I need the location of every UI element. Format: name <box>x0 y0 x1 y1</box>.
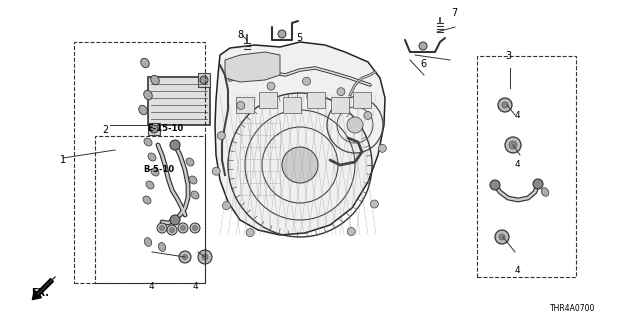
Circle shape <box>198 250 212 264</box>
Circle shape <box>419 42 427 50</box>
Ellipse shape <box>151 168 159 176</box>
Ellipse shape <box>191 191 199 199</box>
Circle shape <box>509 141 517 149</box>
Text: 4: 4 <box>515 111 520 120</box>
Circle shape <box>218 132 225 140</box>
Circle shape <box>193 226 198 230</box>
Circle shape <box>190 223 200 233</box>
Text: E-15-10: E-15-10 <box>147 124 183 132</box>
Bar <box>198 73 210 87</box>
Circle shape <box>267 82 275 90</box>
Text: 2: 2 <box>102 124 109 135</box>
Circle shape <box>200 76 208 84</box>
Ellipse shape <box>139 105 147 115</box>
Polygon shape <box>215 42 385 235</box>
Circle shape <box>178 223 188 233</box>
Circle shape <box>348 228 355 236</box>
Circle shape <box>502 102 508 108</box>
Polygon shape <box>225 52 280 82</box>
Bar <box>259 92 277 108</box>
Bar <box>283 97 301 113</box>
Text: 4: 4 <box>515 160 520 169</box>
Circle shape <box>179 251 191 263</box>
Ellipse shape <box>189 176 197 184</box>
Ellipse shape <box>141 58 149 68</box>
Text: B-5-10: B-5-10 <box>143 165 174 174</box>
Circle shape <box>505 137 521 153</box>
Circle shape <box>495 230 509 244</box>
Ellipse shape <box>146 181 154 189</box>
Text: 5: 5 <box>296 33 303 44</box>
Circle shape <box>303 77 310 85</box>
Circle shape <box>223 202 230 210</box>
Text: 4: 4 <box>515 266 520 275</box>
Ellipse shape <box>148 153 156 161</box>
Circle shape <box>202 254 208 260</box>
Ellipse shape <box>158 243 166 252</box>
Bar <box>353 92 371 108</box>
Ellipse shape <box>151 75 159 85</box>
Circle shape <box>378 144 387 152</box>
Circle shape <box>159 226 164 230</box>
Circle shape <box>371 200 378 208</box>
Text: 8: 8 <box>237 30 243 40</box>
Ellipse shape <box>144 90 152 100</box>
Ellipse shape <box>144 138 152 146</box>
Bar <box>477 56 576 277</box>
Bar <box>148 77 210 125</box>
Bar <box>148 123 160 135</box>
Bar <box>95 136 205 283</box>
Bar <box>74 42 205 283</box>
Circle shape <box>490 180 500 190</box>
Text: FR.: FR. <box>31 288 49 298</box>
FancyArrow shape <box>33 279 53 300</box>
Circle shape <box>282 147 318 183</box>
Circle shape <box>157 223 167 233</box>
Text: 4: 4 <box>148 282 154 291</box>
Circle shape <box>278 30 286 38</box>
Circle shape <box>212 167 220 175</box>
Ellipse shape <box>143 196 151 204</box>
Circle shape <box>170 140 180 150</box>
Circle shape <box>246 228 254 236</box>
Ellipse shape <box>541 188 548 196</box>
Text: THR4A0700: THR4A0700 <box>550 304 595 313</box>
Circle shape <box>533 179 543 189</box>
Text: 6: 6 <box>420 59 427 69</box>
Circle shape <box>180 226 186 230</box>
Bar <box>236 97 254 113</box>
Bar <box>331 97 349 113</box>
Ellipse shape <box>145 238 152 246</box>
Circle shape <box>364 111 372 119</box>
Text: 1: 1 <box>60 155 66 165</box>
Circle shape <box>499 234 505 240</box>
Circle shape <box>167 225 177 235</box>
Text: 4: 4 <box>193 282 198 291</box>
Bar <box>307 92 325 108</box>
Text: 7: 7 <box>451 8 458 18</box>
Circle shape <box>347 117 363 133</box>
Circle shape <box>170 215 180 225</box>
Circle shape <box>337 88 345 96</box>
Text: 3: 3 <box>506 51 512 61</box>
Circle shape <box>498 98 512 112</box>
Circle shape <box>150 125 158 133</box>
Circle shape <box>237 101 244 109</box>
Circle shape <box>182 254 188 260</box>
Circle shape <box>170 228 175 233</box>
Ellipse shape <box>186 158 194 166</box>
